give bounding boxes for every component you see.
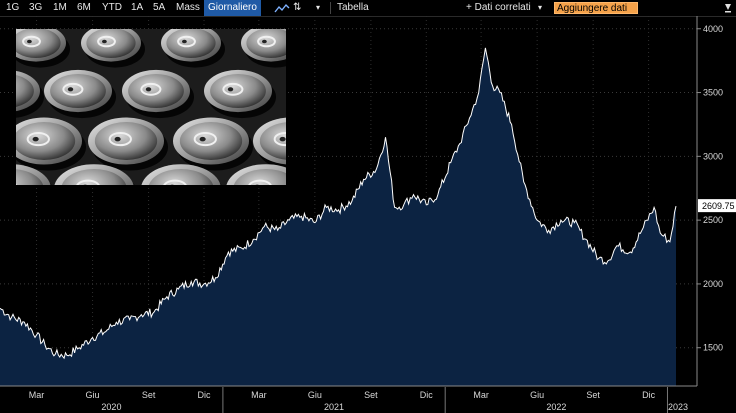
y-tick-label: 3500: [703, 88, 723, 98]
x-tick-label: Giu: [86, 390, 100, 400]
range-button-1a[interactable]: 1A: [131, 2, 144, 13]
table-button[interactable]: Tabella: [337, 2, 369, 13]
cans-photo: [16, 29, 286, 185]
line-chart-icon[interactable]: [274, 2, 290, 14]
x-tick-label: Set: [586, 390, 600, 400]
y-tick-label: 2000: [703, 279, 723, 289]
x-tick-label: Mar: [29, 390, 45, 400]
range-button-1g[interactable]: 1G: [6, 2, 20, 13]
range-button-3g[interactable]: 3G: [29, 2, 43, 13]
range-button-6m[interactable]: 6M: [77, 2, 91, 13]
last-price-marker: 2609.75: [698, 199, 736, 213]
chevron-down-icon[interactable]: ▾: [316, 3, 321, 12]
year-label: 2022: [546, 402, 566, 412]
x-tick-label: Dic: [642, 390, 655, 400]
x-tick-label: Set: [364, 390, 378, 400]
price-area: [0, 47, 676, 387]
add-data-input[interactable]: Aggiungere dati: [554, 2, 638, 14]
chevron-down-icon[interactable]: ▾: [538, 3, 543, 12]
download-icon[interactable]: [723, 2, 733, 14]
last-price-label: 2609.75: [702, 201, 735, 211]
x-tick-label: Mar: [473, 390, 489, 400]
year-label: 2023: [668, 402, 688, 412]
range-button-1m[interactable]: 1M: [53, 2, 67, 13]
toolbar-divider: [330, 2, 331, 14]
y-tick-label: 3000: [703, 151, 723, 161]
frequency-dropdown[interactable]: Giornaliero: [204, 0, 261, 16]
x-tick-label: Set: [142, 390, 156, 400]
range-button-5a[interactable]: 5A: [153, 2, 166, 13]
range-button-ytd[interactable]: YTD: [102, 2, 122, 13]
sort-icon[interactable]: ⇅: [293, 2, 302, 13]
y-tick-label: 4000: [703, 24, 723, 34]
chart-toolbar: 1G 3G 1M 6M YTD 1A 5A Mass Giornaliero ⇅…: [0, 0, 736, 17]
range-button-max[interactable]: Mass: [176, 2, 200, 13]
year-label: 2020: [101, 402, 121, 412]
year-label: 2021: [324, 402, 344, 412]
x-tick-label: Giu: [308, 390, 322, 400]
price-line: [0, 47, 677, 360]
x-tick-label: Mar: [251, 390, 267, 400]
y-tick-label: 2500: [703, 215, 723, 225]
x-tick-label: Dic: [420, 390, 433, 400]
x-tick-label: Dic: [198, 390, 211, 400]
x-tick-label: Giu: [530, 390, 544, 400]
related-data-button[interactable]: + Dati correlati: [466, 2, 531, 13]
y-tick-label: 1500: [703, 343, 723, 353]
